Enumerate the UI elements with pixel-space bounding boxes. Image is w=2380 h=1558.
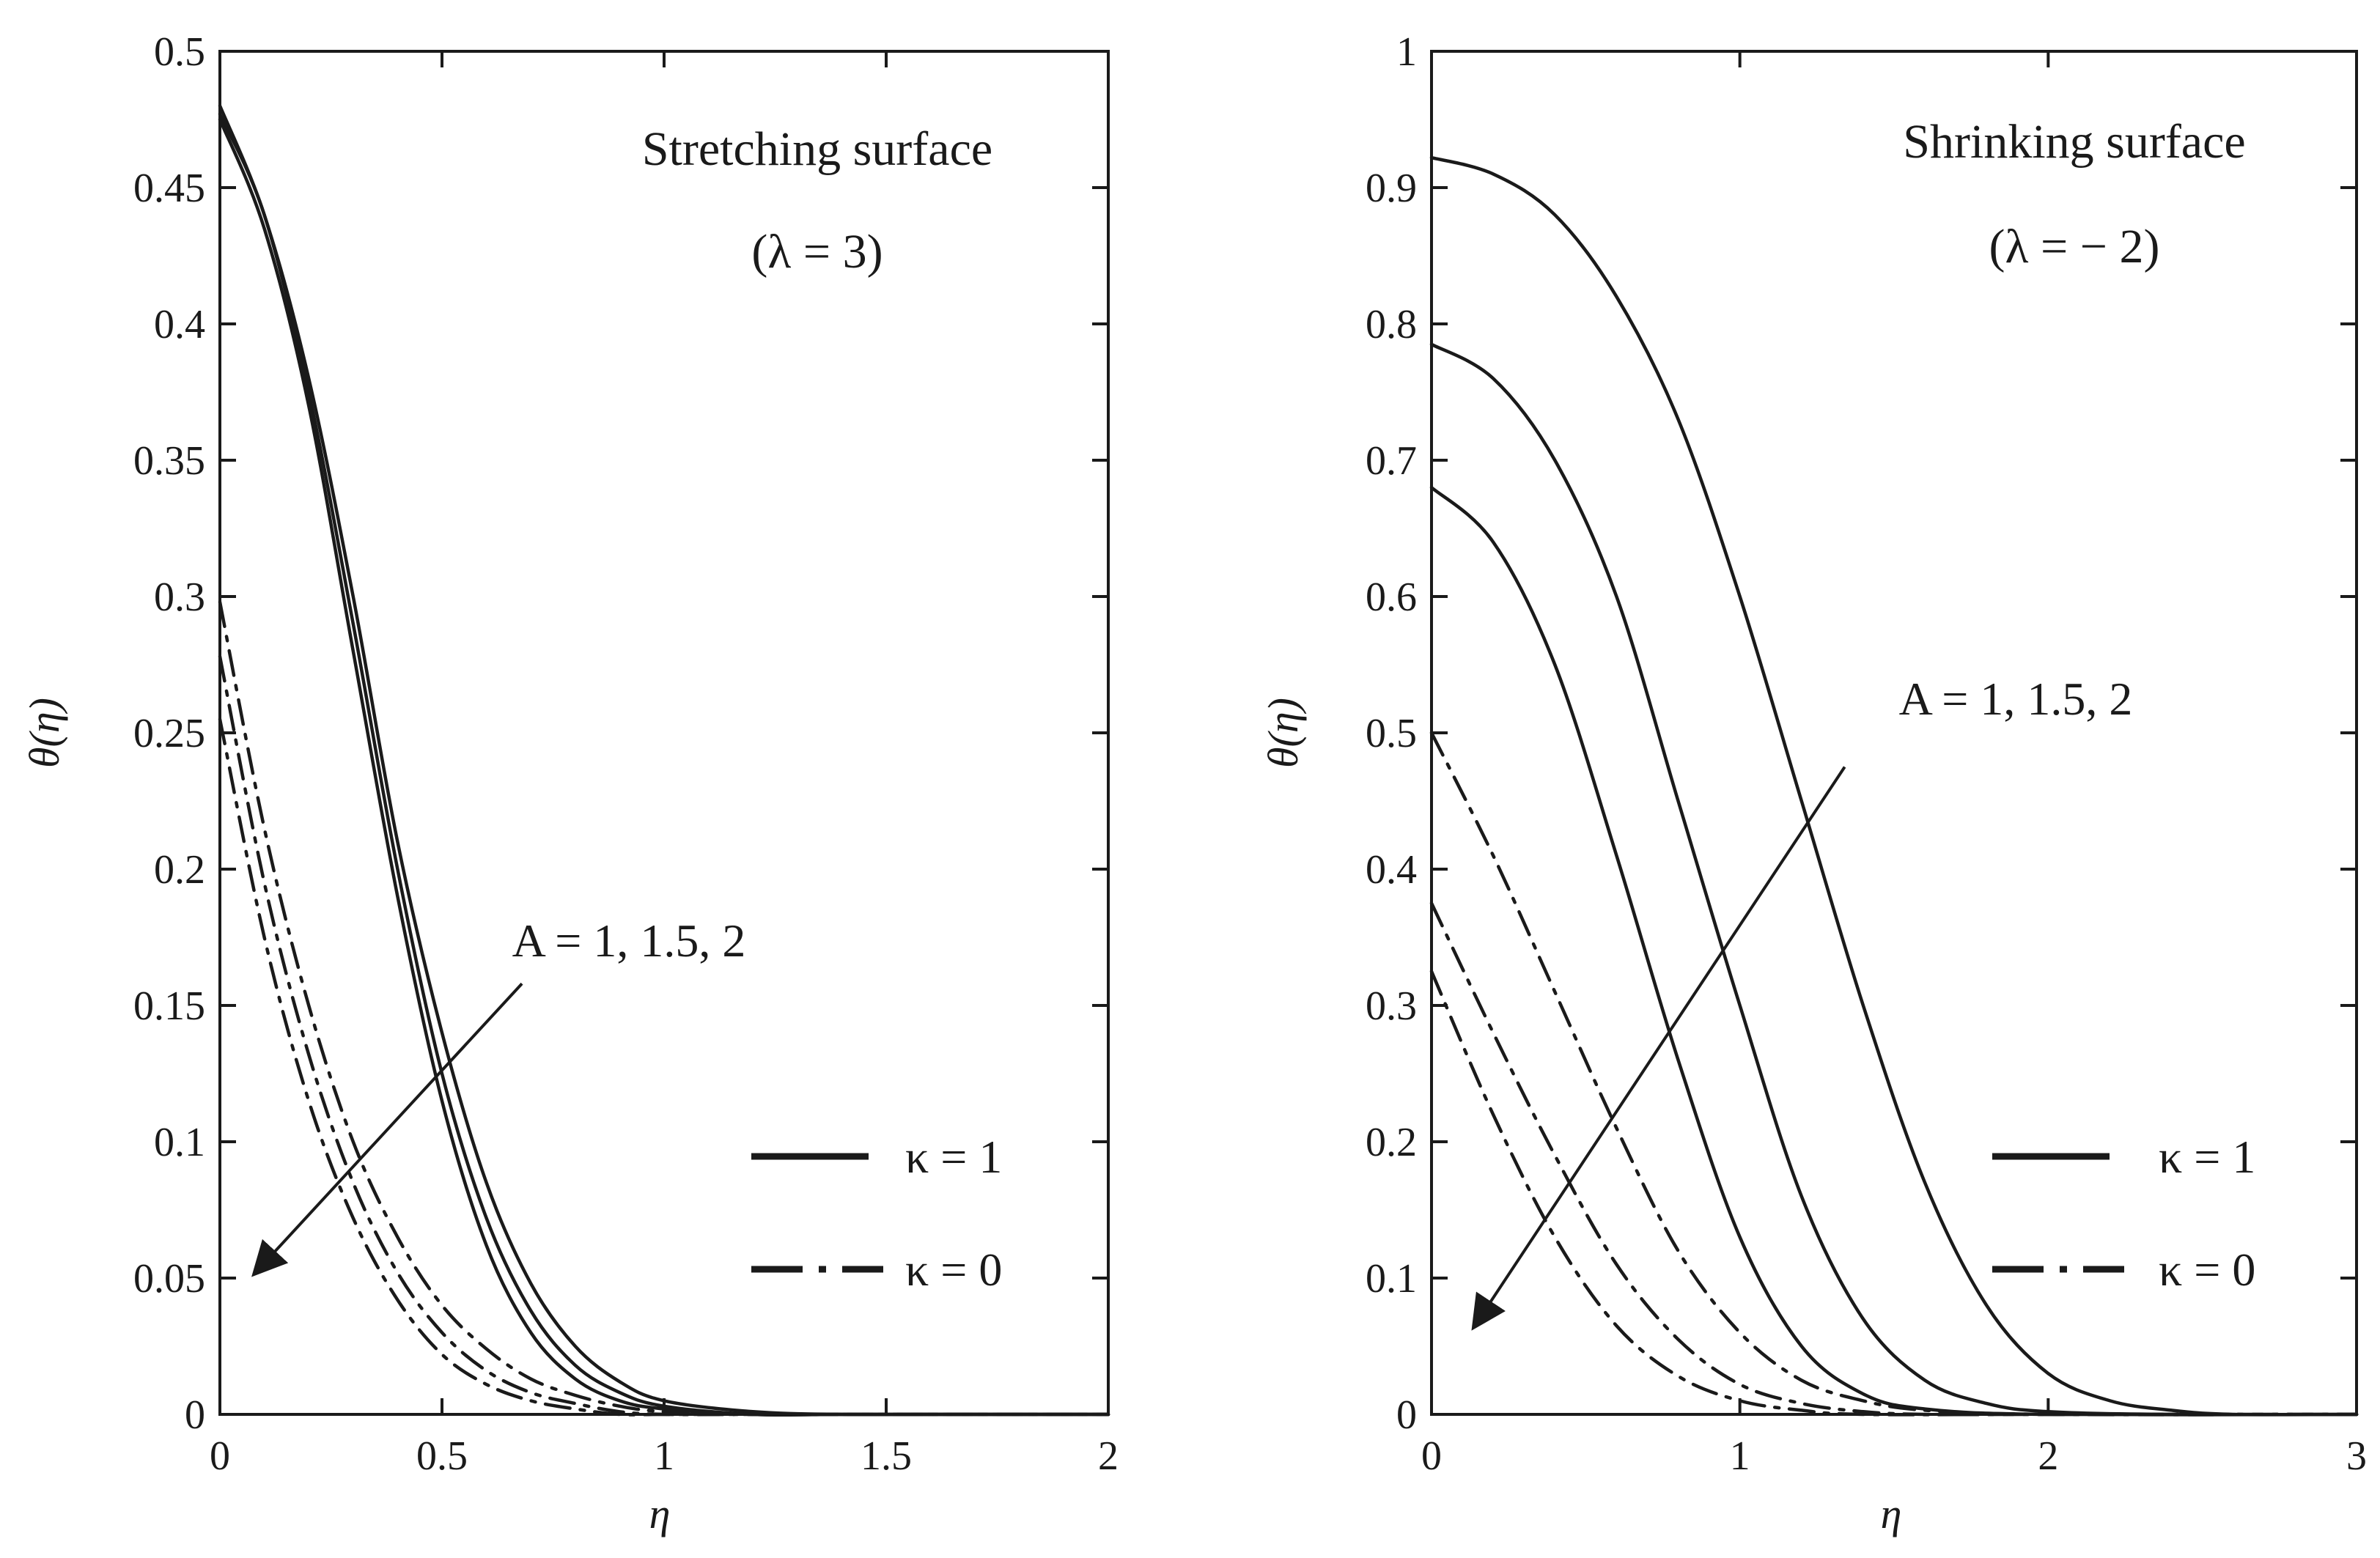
right-y-axis-title: θ(η) [1259, 698, 1307, 768]
left-ytick-label: 0.45 [133, 166, 205, 211]
right-ytick-label: 0.6 [1366, 575, 1417, 620]
left-curves [218, 104, 1110, 1417]
left-ticks: 0 0.5 1 1.5 2 0 0.05 0.1 0.15 0.2 0.25 0.3 0.35 0.4 0.… [133, 29, 1119, 1479]
left-xtick-label: 2 [1098, 1433, 1119, 1479]
left-xtick-label: 1.5 [861, 1433, 912, 1479]
left-y-axis-title: θ(η) [21, 698, 68, 768]
left-ytick-label: 0.05 [133, 1256, 205, 1302]
right-xtick-label: 2 [2038, 1433, 2058, 1479]
right-panel-title: Shrinking surface [1903, 115, 2245, 169]
left-ytick-label: 0.25 [133, 711, 205, 756]
left-annotation-arrow [251, 982, 523, 1277]
right-ytick-label: 0.4 [1366, 847, 1417, 893]
right-ytick-label: 0.5 [1366, 711, 1417, 756]
right-ticks: 0 1 2 3 0 0.1 0.2 0.3 0.4 0.5 0.6 0.7 0.8 0.9 1 [1366, 29, 2367, 1479]
left-series-kappa0-5 [218, 717, 1110, 1417]
right-xtick-label: 1 [1730, 1433, 1750, 1479]
right-panel-subtitle: (λ = − 2) [1989, 220, 2160, 273]
left-legend-kappa0: κ = 0 [905, 1244, 1002, 1296]
left-xtick-label: 0.5 [416, 1433, 468, 1479]
left-panel-title: Stretching surface [642, 122, 992, 176]
left-x-axis-title: η [649, 1490, 671, 1537]
left-ytick-label: 0.4 [154, 302, 205, 347]
left-series-kappa0-4 [218, 654, 1110, 1417]
right-legend: κ = 1 κ = 0 [1992, 1131, 2255, 1296]
right-ytick-label: 0.9 [1366, 166, 1417, 211]
right-legend-kappa0: κ = 0 [2159, 1244, 2255, 1296]
left-annotation-label: A = 1, 1.5, 2 [512, 915, 746, 967]
right-series-kappa0-4 [1429, 901, 2359, 1417]
left-ytick-label: 0.3 [154, 575, 205, 620]
right-series-kappa0-3 [1429, 731, 2359, 1417]
right-series-kappa0-5 [1429, 970, 2359, 1417]
left-panel-subtitle: (λ = 3) [751, 225, 883, 278]
left-ytick-label: 0 [185, 1392, 205, 1438]
left-legend: κ = 1 κ = 0 [751, 1131, 1002, 1296]
left-xtick-label: 0 [210, 1433, 230, 1479]
right-ytick-label: 0.8 [1366, 302, 1417, 347]
right-panel: 0 1 2 3 0 0.1 0.2 0.3 0.4 0.5 0.6 0.7 0.8 0.9 1 Shrink… [1259, 29, 2367, 1537]
left-ytick-label: 0.5 [154, 29, 205, 75]
left-panel: 0 0.5 1 1.5 2 0 0.05 0.1 0.15 0.2 0.25 0.3 0.35 0.4 0.… [21, 29, 1119, 1537]
right-x-axis-title: η [1881, 1490, 1902, 1537]
right-ytick-label: 0.2 [1366, 1120, 1417, 1165]
right-annotation-label: A = 1, 1.5, 2 [1899, 673, 2133, 725]
right-series-kappa1-1 [1429, 342, 2359, 1417]
left-ytick-label: 0.35 [133, 438, 205, 484]
right-ytick-label: 1 [1396, 29, 1417, 75]
right-ytick-label: 0.3 [1366, 983, 1417, 1029]
left-legend-kappa1: κ = 1 [905, 1131, 1002, 1183]
left-ytick-label: 0.1 [154, 1120, 205, 1165]
right-xtick-label: 0 [1421, 1433, 1442, 1479]
left-ytick-label: 0.15 [133, 983, 205, 1029]
right-ytick-label: 0.1 [1366, 1256, 1417, 1302]
right-xtick-label: 3 [2346, 1433, 2367, 1479]
right-ytick-label: 0.7 [1366, 438, 1417, 484]
left-plot-frame [218, 50, 1110, 1416]
right-annotation-arrow [1471, 766, 1846, 1331]
left-xtick-label: 1 [654, 1433, 674, 1479]
right-series-kappa1-0 [1429, 155, 2359, 1417]
right-curves [1429, 155, 2359, 1417]
right-plot-frame [1430, 50, 2358, 1416]
left-ytick-label: 0.2 [154, 847, 205, 893]
right-legend-kappa1: κ = 1 [2159, 1131, 2255, 1183]
right-ytick-label: 0 [1396, 1392, 1417, 1438]
